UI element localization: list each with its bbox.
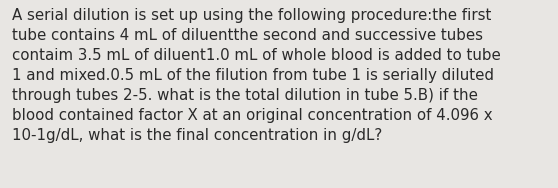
Text: A serial dilution is set up using the following procedure:the first
tube contain: A serial dilution is set up using the fo… <box>12 8 501 143</box>
